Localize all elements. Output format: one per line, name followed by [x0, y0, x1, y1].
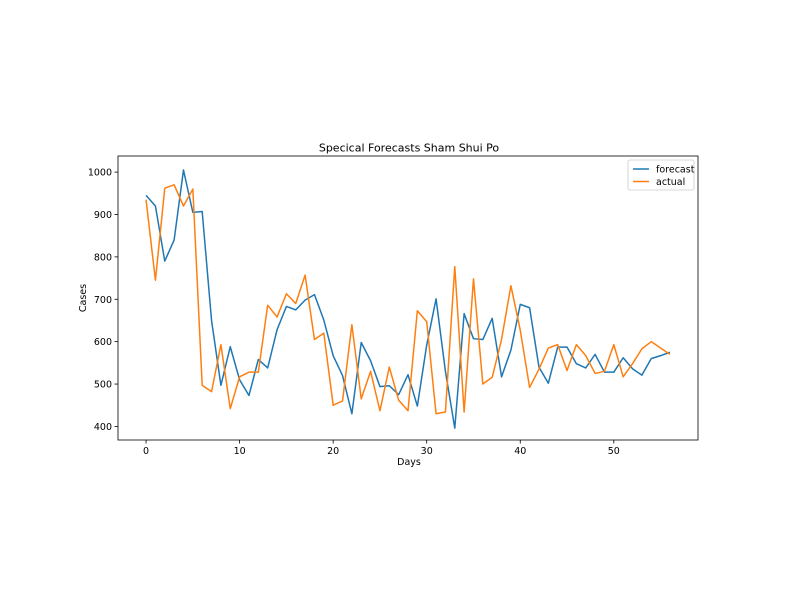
x-tick-label: 50 [608, 446, 620, 457]
plot-area [117, 155, 699, 441]
x-tick-label: 40 [514, 446, 526, 457]
y-tick-label: 1000 [88, 168, 112, 179]
y-tick-label: 800 [94, 252, 112, 263]
y-tick-label: 700 [94, 295, 112, 306]
plot-frame [117, 155, 699, 441]
x-axis-title: Days [397, 457, 421, 468]
legend-label-actual: actual [656, 177, 685, 188]
y-tick-label: 500 [94, 380, 112, 391]
x-tick-label: 20 [327, 446, 339, 457]
y-axis: 400 500 600 700 800 900 1000 [88, 168, 118, 433]
series-line-forecast [145, 169, 671, 429]
x-axis: 0 10 20 30 40 50 [143, 440, 620, 457]
y-tick-label: 600 [94, 337, 112, 348]
series-layer [145, 169, 671, 429]
y-axis-title: Cases [78, 284, 89, 312]
y-tick-label: 400 [94, 422, 112, 433]
chart-title: Specical Forecasts Sham Shui Po [319, 142, 500, 155]
y-tick-label: 900 [94, 210, 112, 221]
series-line-actual [145, 184, 671, 415]
x-tick-label: 30 [421, 446, 433, 457]
x-tick-label: 10 [234, 446, 246, 457]
legend-box [627, 159, 695, 191]
legend-label-forecast: forecast [656, 165, 695, 176]
x-tick-label: 0 [143, 446, 149, 457]
